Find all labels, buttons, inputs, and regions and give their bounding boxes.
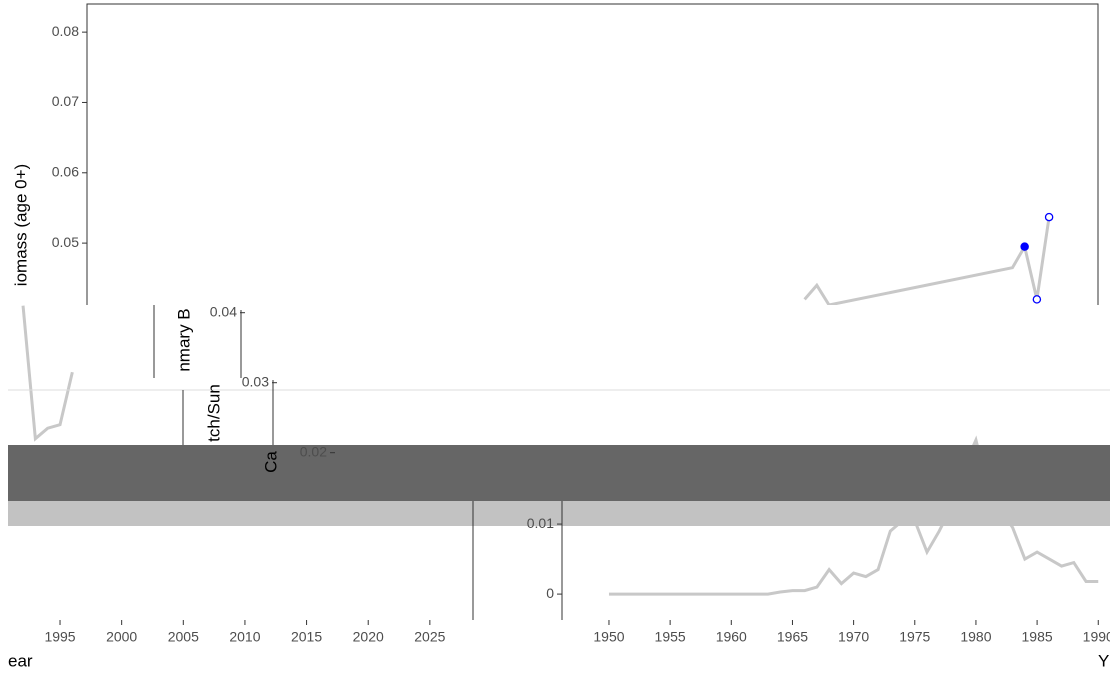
points [1020, 212, 1054, 304]
point [1044, 212, 1054, 222]
point [1020, 242, 1029, 251]
x-tick-label: 2015 [291, 629, 322, 645]
y-tick-label: 0.07 [52, 93, 79, 109]
plot-area [608, 435, 1099, 596]
y-tick-label: 0.08 [52, 23, 79, 39]
x-tick-label: 1990 [1083, 629, 1110, 645]
x-tick-label: 2020 [353, 629, 384, 645]
x-tick-label: 2000 [106, 629, 137, 645]
y-axis-label: nmary B [174, 308, 193, 371]
data-line [21, 305, 74, 442]
x-tick-label: 1955 [655, 629, 686, 645]
y-tick-label: 0.05 [52, 234, 79, 250]
x-tick-label: 1995 [44, 629, 75, 645]
x-tick-label: 1975 [899, 629, 930, 645]
x-axis-label: ear [8, 651, 33, 670]
y-tick-label: 0 [546, 585, 554, 601]
y-tick-label: 0.04 [210, 303, 237, 319]
plot-area [21, 305, 74, 442]
x-tick-label: 1965 [777, 629, 808, 645]
x-tick-label: 1950 [593, 629, 624, 645]
x-tick-label: 1980 [960, 629, 991, 645]
x-tick-label: 2010 [229, 629, 260, 645]
point [1032, 295, 1042, 304]
x-axis-label: Y [1098, 651, 1109, 670]
plot-area [803, 216, 1051, 305]
x-tick-label: 1960 [716, 629, 747, 645]
y-axis-label: tch/Sun [204, 384, 223, 442]
data-line [803, 216, 1051, 305]
data-line [608, 435, 1099, 596]
x-tick-label: 2025 [414, 629, 445, 645]
y-tick-label: 0.02 [300, 443, 327, 459]
overlay-band [8, 445, 1110, 501]
x-tick-label: 1985 [1022, 629, 1053, 645]
y-tick-label: 0.06 [52, 163, 79, 179]
x-tick-label: 1970 [838, 629, 869, 645]
y-axis-label: iomass (age 0+) [11, 164, 30, 286]
x-tick-label: 2005 [168, 629, 199, 645]
y-tick-label: 0.03 [242, 373, 269, 389]
panel-border [86, 3, 1099, 305]
overlay-band [8, 501, 1110, 526]
y-axis-label: Ca [261, 451, 280, 473]
y-tick-label: 0.01 [527, 515, 554, 531]
